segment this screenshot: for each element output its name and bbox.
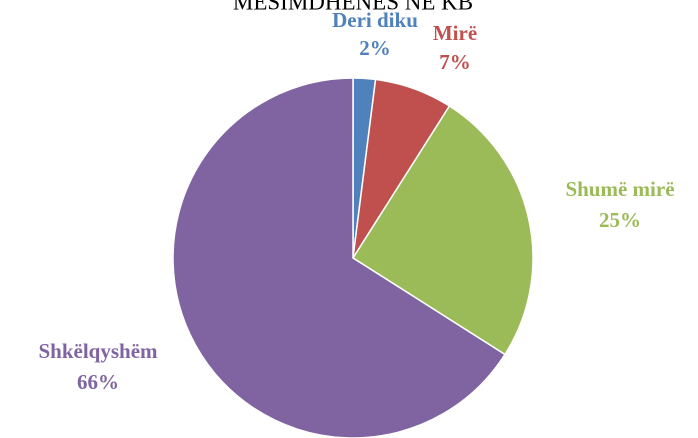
data-label-value: 7% [439, 50, 471, 74]
data-label-category: Mirë [433, 21, 477, 45]
data-label-value: 66% [77, 370, 119, 394]
chart-title: MESIMDHENES NE KB [233, 0, 473, 14]
data-label-value: 25% [599, 208, 641, 232]
data-label-category: Deri diku [332, 8, 418, 32]
pie-slice [351, 104, 534, 356]
data-label-value: 2% [359, 36, 391, 60]
data-label-category: Shkëlqyshëm [38, 339, 158, 363]
pie-slice [172, 77, 507, 438]
data-label-category: Shumë mirë [565, 177, 674, 201]
